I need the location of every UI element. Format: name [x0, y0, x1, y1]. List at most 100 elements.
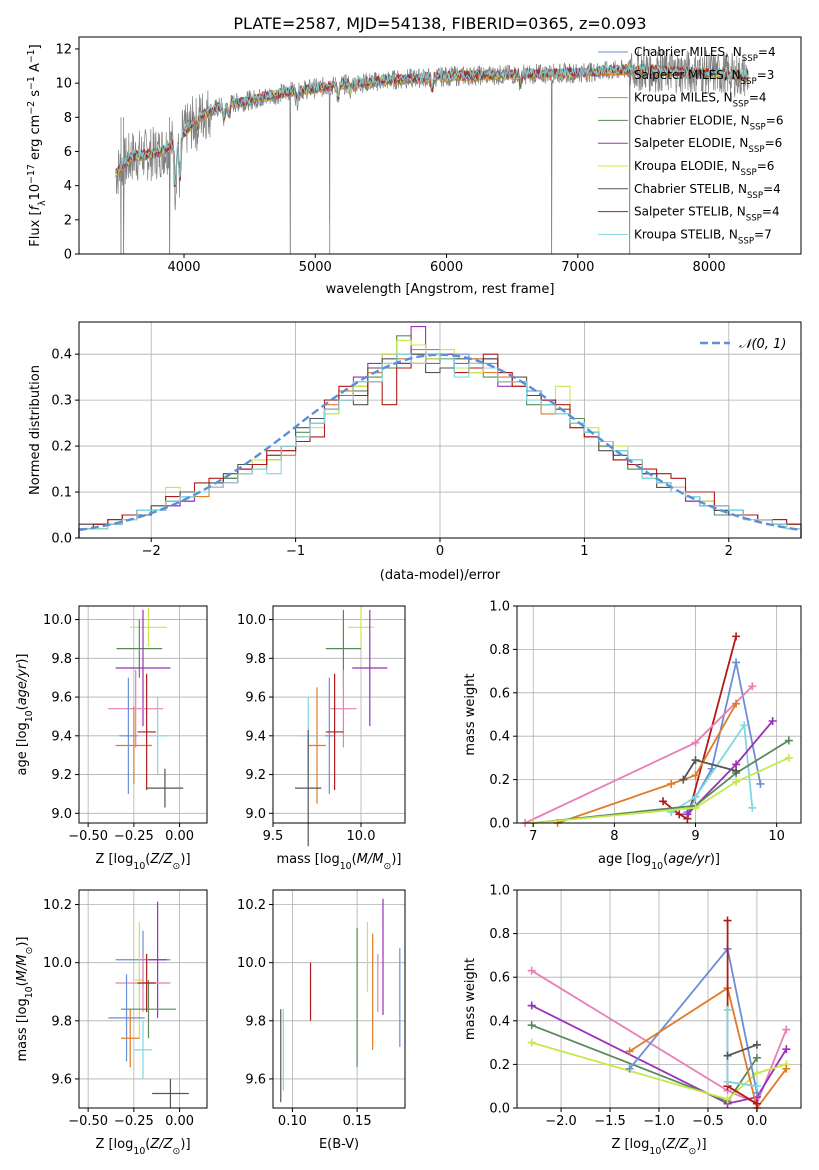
y-tick-label: 0.0	[489, 817, 510, 832]
label-part: −17	[26, 164, 37, 184]
label-part: SSP	[747, 191, 763, 201]
label-part: SSP	[742, 54, 758, 64]
weight-series-line	[533, 757, 790, 824]
x-axis-label: (data-model)/error	[380, 568, 501, 583]
y-tick-label: 9.8	[245, 652, 266, 667]
x-tick-label: −0.25	[114, 1114, 154, 1129]
y-tick-label: 0.4	[489, 730, 510, 745]
y-tick-label: 0.8	[489, 927, 510, 942]
y-axis-label: Flux [fλ10−17 erg cm−2 s−1 A−1]	[26, 44, 48, 246]
legend-entry: Kroupa ELODIE, NSSP=6	[634, 159, 774, 178]
x-tick-label: 8	[610, 829, 618, 844]
weight-series-line	[629, 986, 788, 1111]
weight-point-marker	[740, 721, 749, 730]
weight-point-marker	[723, 1051, 732, 1060]
x-tick-label: 0.0	[747, 1114, 768, 1129]
x-tick-label: −1	[286, 544, 305, 559]
weight-point-marker	[768, 717, 777, 726]
label-part: 10	[340, 861, 352, 872]
weight-point-marker	[732, 777, 741, 786]
label-part: M/M	[15, 955, 30, 982]
y-tick-label: 2	[64, 213, 72, 228]
y-axis-label: Normed distribution	[28, 365, 43, 495]
plot-frame	[272, 605, 406, 824]
weight-point-marker	[527, 1038, 536, 1047]
weight-point-marker	[691, 792, 700, 801]
x-axis-label: Z [log10(Z/Z⊙)]	[611, 1137, 706, 1157]
mass-vs-EBV-panel: 0.10 0.15 9.6 9.8 10.0 10.2 E(B-V)	[237, 889, 406, 1152]
x-tick-label: 5000	[299, 260, 332, 275]
label-part: Kroupa ELODIE, N	[634, 159, 741, 173]
label-part: SSP	[733, 100, 749, 110]
x-axis-label: Z [log10(Z/Z⊙)]	[95, 852, 190, 872]
label-part: SSP	[738, 236, 754, 246]
label-part: −1	[26, 49, 37, 63]
legend-entry: Chabrier MILES, NSSP=4	[634, 45, 776, 64]
x-tick-label: −0.25	[114, 829, 154, 844]
y-tick-label: 0.4	[489, 1014, 510, 1029]
label-part: Z [log	[95, 852, 133, 867]
label-part: Chabrier ELODIE, N	[634, 113, 750, 127]
label-part: =6	[766, 113, 784, 127]
weight-point-marker	[732, 766, 741, 775]
weight-point-marker	[679, 775, 688, 784]
label-part: SSP	[741, 77, 757, 87]
weight-point-marker	[752, 1069, 761, 1078]
x-tick-label: 0.00	[165, 1114, 194, 1129]
label-part: ⊙	[173, 1146, 181, 1157]
weight-point-marker	[752, 1082, 761, 1091]
weight-point-marker	[675, 810, 684, 819]
y-tick-label: 9.0	[245, 807, 266, 822]
y-axis-label: age [log10(age/yr)]	[15, 653, 35, 775]
y-tick-label: 4	[64, 179, 72, 194]
label-part: Kroupa MILES, N	[634, 91, 733, 105]
label-part: 10	[28, 184, 43, 201]
x-tick-label: −2.0	[545, 1114, 577, 1129]
legend-entry: Salpeter MILES, NSSP=3	[634, 68, 774, 87]
label-part: Chabrier MILES, N	[634, 45, 742, 59]
y-tick-label: 6	[64, 145, 72, 160]
y-tick-label: 9.8	[245, 1014, 266, 1029]
y-tick-label: 9.6	[245, 1072, 266, 1087]
label-part: (	[663, 852, 668, 867]
x-tick-label: 2	[725, 544, 733, 559]
y-tick-label: 1.0	[489, 600, 510, 615]
label-part: SSP	[748, 145, 764, 155]
weight-point-marker	[691, 803, 700, 812]
weight-point-marker	[756, 779, 765, 788]
label-part: )]	[180, 1137, 190, 1152]
y-axis-label: mass weight	[463, 958, 478, 1040]
y-tick-label: 9.2	[245, 768, 266, 783]
weight-point-marker	[691, 738, 700, 747]
residuals-panel: −2 −1 0 1 2 0.0 0.1 0.2 0.3 0.4 (data-model)/error…	[28, 321, 802, 583]
weight-point-marker	[732, 699, 741, 708]
legend-entry: Chabrier ELODIE, NSSP=6	[634, 113, 783, 132]
weight-series-line	[533, 739, 790, 824]
weight-point-marker	[723, 1077, 732, 1086]
plot-frame	[272, 889, 406, 1109]
label-part: −2	[26, 101, 37, 115]
y-axis-label: mass [log10(M/M⊙)]	[15, 937, 35, 1062]
label-part: Salpeter STELIB, N	[634, 205, 746, 219]
x-tick-label: 6000	[430, 260, 463, 275]
label-part: =6	[757, 159, 775, 173]
label-part: age/yr	[15, 662, 30, 705]
x-tick-label: 1	[580, 544, 588, 559]
weight-point-marker	[527, 1001, 536, 1010]
weight-point-marker	[748, 682, 757, 691]
y-tick-label: 9.0	[51, 807, 72, 822]
y-tick-label: 0.0	[489, 1102, 510, 1117]
label-part: (	[15, 705, 30, 710]
age-vs-mass-panel: 9.5 10.0 9.0 9.2 9.4 9.6 9.8 10.0 mass [log10(M/…	[237, 605, 406, 872]
label-part: M/M	[357, 852, 384, 867]
x-axis-label: wavelength [Angstrom, rest frame]	[326, 282, 555, 297]
label-part: f	[28, 203, 43, 210]
y-tick-label: 0.2	[489, 773, 510, 788]
weight-point-marker	[527, 1021, 536, 1030]
plot-frame	[78, 605, 208, 824]
weight-point-marker	[782, 1025, 791, 1034]
y-tick-label: 10.0	[43, 613, 72, 628]
y-tick-label: 0.2	[51, 440, 72, 455]
label-part: s	[28, 90, 43, 101]
legend-entry: Kroupa STELIB, NSSP=7	[634, 227, 772, 246]
